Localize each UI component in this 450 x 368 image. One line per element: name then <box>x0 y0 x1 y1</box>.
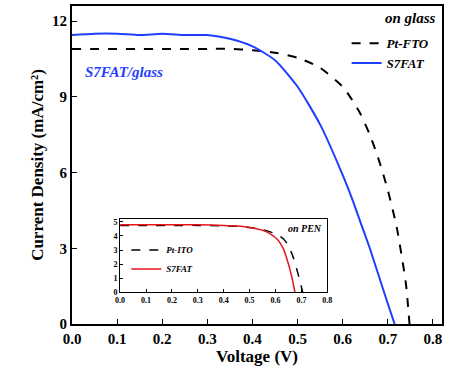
svg-text:Voltage (V): Voltage (V) <box>216 347 298 366</box>
svg-text:3: 3 <box>60 241 68 257</box>
svg-text:0.6: 0.6 <box>333 331 352 347</box>
svg-text:2: 2 <box>114 260 118 269</box>
svg-text:1: 1 <box>114 274 118 283</box>
svg-text:0: 0 <box>60 316 68 332</box>
svg-text:S7FAT: S7FAT <box>387 56 425 71</box>
svg-text:0.8: 0.8 <box>322 296 332 305</box>
svg-text:on PEN: on PEN <box>288 223 322 234</box>
svg-text:S7FAT: S7FAT <box>166 264 192 274</box>
svg-text:4: 4 <box>114 232 118 241</box>
svg-text:Current Density (mA/cm²): Current Density (mA/cm²) <box>28 69 47 261</box>
svg-text:0.5: 0.5 <box>245 296 255 305</box>
svg-text:0.4: 0.4 <box>219 296 229 305</box>
svg-text:Pt-ITO: Pt-ITO <box>166 245 193 255</box>
svg-text:6: 6 <box>60 165 68 181</box>
svg-text:0.3: 0.3 <box>198 331 217 347</box>
svg-text:0.5: 0.5 <box>288 331 307 347</box>
svg-text:0.2: 0.2 <box>153 331 172 347</box>
svg-text:0.0: 0.0 <box>115 296 125 305</box>
svg-text:3: 3 <box>114 246 118 255</box>
svg-text:0.8: 0.8 <box>424 331 443 347</box>
svg-text:0: 0 <box>114 288 118 297</box>
svg-text:5: 5 <box>114 218 118 227</box>
svg-text:0.7: 0.7 <box>378 331 397 347</box>
svg-text:0.1: 0.1 <box>141 296 151 305</box>
svg-text:on glass: on glass <box>385 10 436 26</box>
svg-text:Pt-FTO: Pt-FTO <box>387 36 429 51</box>
svg-text:0.6: 0.6 <box>271 296 281 305</box>
svg-text:0.7: 0.7 <box>296 296 306 305</box>
svg-text:0.4: 0.4 <box>243 331 262 347</box>
svg-text:S7FAT/glass: S7FAT/glass <box>85 64 163 80</box>
svg-text:0.0: 0.0 <box>63 331 82 347</box>
svg-text:9: 9 <box>60 89 68 105</box>
svg-text:0.2: 0.2 <box>167 296 177 305</box>
svg-text:0.1: 0.1 <box>108 331 127 347</box>
svg-text:12: 12 <box>52 13 67 29</box>
svg-text:0.3: 0.3 <box>193 296 203 305</box>
